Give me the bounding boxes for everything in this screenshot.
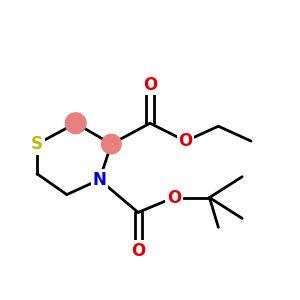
Text: S: S	[31, 135, 43, 153]
Circle shape	[102, 134, 121, 154]
Circle shape	[65, 113, 86, 134]
Text: N: N	[92, 171, 106, 189]
Text: O: O	[167, 189, 181, 207]
Text: O: O	[143, 76, 157, 94]
Text: O: O	[178, 132, 193, 150]
Text: O: O	[131, 242, 145, 260]
